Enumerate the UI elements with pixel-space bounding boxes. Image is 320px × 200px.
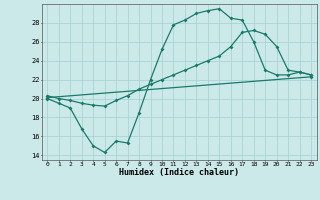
X-axis label: Humidex (Indice chaleur): Humidex (Indice chaleur) <box>119 168 239 177</box>
